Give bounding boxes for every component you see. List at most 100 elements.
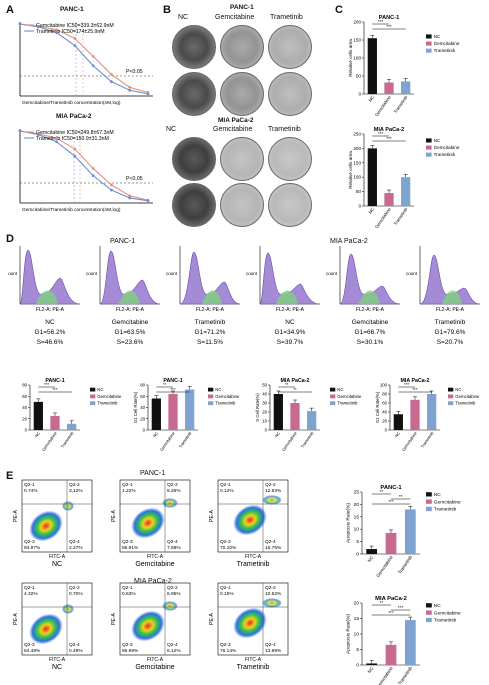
dose-point: [36, 25, 40, 29]
hist-s-phase: [442, 290, 462, 304]
hist-name: NC: [285, 319, 295, 326]
quad-label: Q2-4: [167, 642, 178, 648]
category-label: NC: [394, 431, 401, 439]
category-label: Gemcitabine: [374, 94, 392, 117]
tick-label: 0: [385, 428, 388, 433]
category-label: Trametinib: [300, 430, 315, 449]
sig-label: ***: [378, 131, 384, 136]
legend-label: Trametinib: [434, 507, 457, 513]
bar: [50, 415, 60, 430]
flow-plot: Q2-11.22% Q2-25.26% Q2-385.91% Q2-47.58%FIT…: [111, 479, 191, 568]
legend-swatch: [426, 603, 432, 608]
histogram: count FL2-A: PE-A Trametinib G1=71.2% S=11.5…: [166, 246, 241, 346]
quad-label: Q2-1: [122, 585, 133, 591]
a-top-title: PANC-1: [60, 6, 84, 13]
bar: [168, 394, 178, 430]
quad-label: Q2-1: [122, 482, 133, 488]
dose-point: [146, 92, 150, 96]
category-label: Gemcitabine: [375, 554, 394, 578]
legend-swatch: [330, 394, 336, 399]
dose-point: [91, 64, 95, 68]
flow-plot: Q2-10.15% Q2-210.62% Q2-376.14% Q2-413.89%F…: [209, 582, 289, 671]
tick-label: 0: [356, 552, 359, 558]
quad-label: Q2-2: [167, 482, 178, 488]
tick-label: 5: [356, 647, 359, 653]
hist-ylabel: count: [8, 271, 18, 276]
dose-point: [110, 188, 113, 192]
dose-point: [128, 88, 132, 92]
quad-value: 10.62%: [265, 591, 282, 597]
flow-yaxis: PE-A: [111, 613, 117, 625]
quad-value: 85.91%: [122, 545, 139, 551]
sig-label: **: [293, 387, 297, 392]
b-col-nc-2: NC: [166, 126, 177, 133]
legend-label: Trametinib: [434, 48, 456, 53]
hist-s: S=11.5%: [197, 339, 223, 346]
tick-label: 0: [358, 92, 361, 97]
dose-curve: [19, 23, 149, 95]
tick-label: 5: [356, 539, 359, 545]
flow-cluster-small: [62, 604, 74, 614]
legend-label: NC: [97, 387, 103, 392]
panel-letter-e: E: [6, 470, 14, 482]
tick-label: 50: [262, 383, 267, 388]
quad-label: Q2-3: [24, 642, 35, 648]
quad-value: 16.76%: [265, 545, 282, 551]
legend-swatch: [426, 138, 432, 143]
category-label: NC: [367, 207, 375, 215]
sig-label: ***: [388, 610, 394, 616]
legend-swatch: [448, 401, 454, 406]
hist-s: S=20.7%: [437, 339, 464, 346]
tick-label: 50: [356, 74, 362, 79]
legend-swatch: [426, 506, 432, 512]
dose-point: [18, 129, 22, 133]
bar: [290, 403, 300, 430]
hist-s-phase: [202, 290, 222, 304]
hist-s: S=30.1%: [357, 339, 384, 346]
tick-label: 50: [356, 189, 362, 194]
b-dish-panc-tra-1: [268, 25, 312, 69]
bar: [384, 82, 394, 94]
sig-label: ***: [412, 387, 417, 392]
tick-label: 40: [140, 405, 145, 410]
quad-label: Q2-1: [220, 585, 231, 591]
bar: [385, 644, 397, 665]
b-dish-mia-tra-1: [268, 137, 312, 181]
b-top-title: PANC-1: [230, 4, 254, 11]
quad-label: Q2-1: [24, 585, 35, 591]
quad-value: 3.12%: [69, 488, 83, 494]
hist-s-phase: [36, 290, 58, 304]
category-label: NC: [367, 95, 375, 103]
bar: [404, 620, 416, 665]
tick-label: 20: [354, 502, 360, 508]
category-label: Trametinib: [393, 94, 409, 114]
legend-label: Trametinib: [434, 152, 456, 157]
b-dish-mia-gem-1: [220, 137, 264, 181]
hist-peak: [419, 254, 481, 305]
bar: [401, 81, 411, 94]
tick-label: 0: [265, 428, 268, 433]
hist-s-phase: [276, 290, 298, 304]
flow-cluster-small: [162, 601, 178, 611]
category-label: Gemcitabine: [41, 430, 58, 452]
hist-peak: [19, 249, 81, 305]
sig-label: **: [285, 382, 289, 387]
quad-value: 86.69%: [122, 648, 139, 654]
flow-cluster: [131, 610, 165, 642]
quad-value: 0.74%: [24, 488, 38, 494]
quad-label: Q2-1: [220, 482, 231, 488]
hist-xlabel: FL2-A: PE-A: [436, 307, 465, 313]
legend-swatch: [426, 492, 432, 497]
histogram: count FL2-A: PE-A Trametinib G1=79.6% S=20.7…: [406, 246, 481, 346]
flow-yaxis: PE-A: [13, 613, 19, 625]
sig-label: **: [379, 600, 383, 606]
flow-xaxis: FITC-A: [49, 554, 66, 560]
tick-label: 100: [353, 175, 361, 180]
tick-label: 80: [22, 383, 27, 388]
quad-value: 1.22%: [122, 488, 136, 494]
tick-label: 80: [382, 392, 387, 397]
bar: [410, 399, 420, 430]
quad-label: Q2-2: [69, 585, 80, 591]
